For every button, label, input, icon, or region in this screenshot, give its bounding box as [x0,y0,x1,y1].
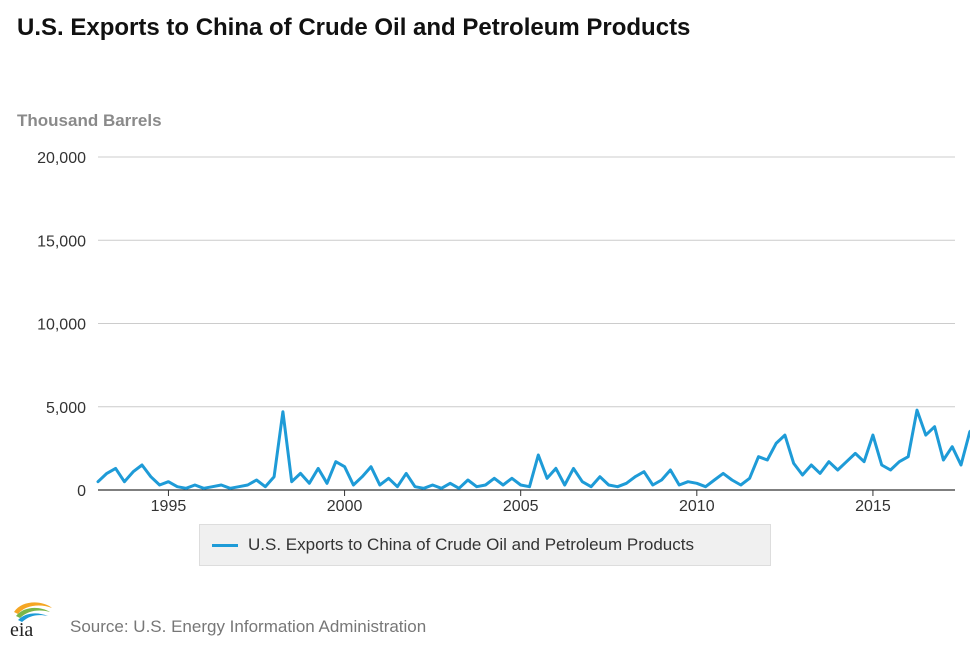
source-note: Source: U.S. Energy Information Administ… [70,617,427,636]
y-axis-label: Thousand Barrels [17,111,162,130]
y-tick-label: 10,000 [37,317,86,334]
x-tick-label: 2015 [855,498,891,515]
chart-title: U.S. Exports to China of Crude Oil and P… [17,14,691,41]
y-tick-labels: 0 5,000 10,000 15,000 20,000 [37,150,86,500]
series-group [96,189,970,490]
y-tick-label: 0 [77,483,86,500]
y-tick-label: 15,000 [37,233,86,250]
x-tick-label: 2000 [327,498,363,515]
legend-swatch [212,543,238,547]
y-tick-label: 5,000 [46,400,86,417]
x-tick-label: 2010 [679,498,715,515]
eia-logo-text: eia [10,619,33,640]
x-tick-label: 1995 [151,498,187,515]
x-tick-label: 2005 [503,498,539,515]
x-tick-labels: 1995 2000 2005 2010 2015 [151,490,891,515]
eia-logo: eia [10,602,52,640]
grid-lines [98,156,955,491]
legend-label: U.S. Exports to China of Crude Oil and P… [248,535,694,554]
series-line[interactable] [96,189,970,490]
legend[interactable]: U.S. Exports to China of Crude Oil and P… [199,524,771,566]
y-tick-label: 20,000 [37,150,86,167]
chart-area: Thousand Barrels 0 5,000 10,000 15,000 20,00… [17,111,970,515]
